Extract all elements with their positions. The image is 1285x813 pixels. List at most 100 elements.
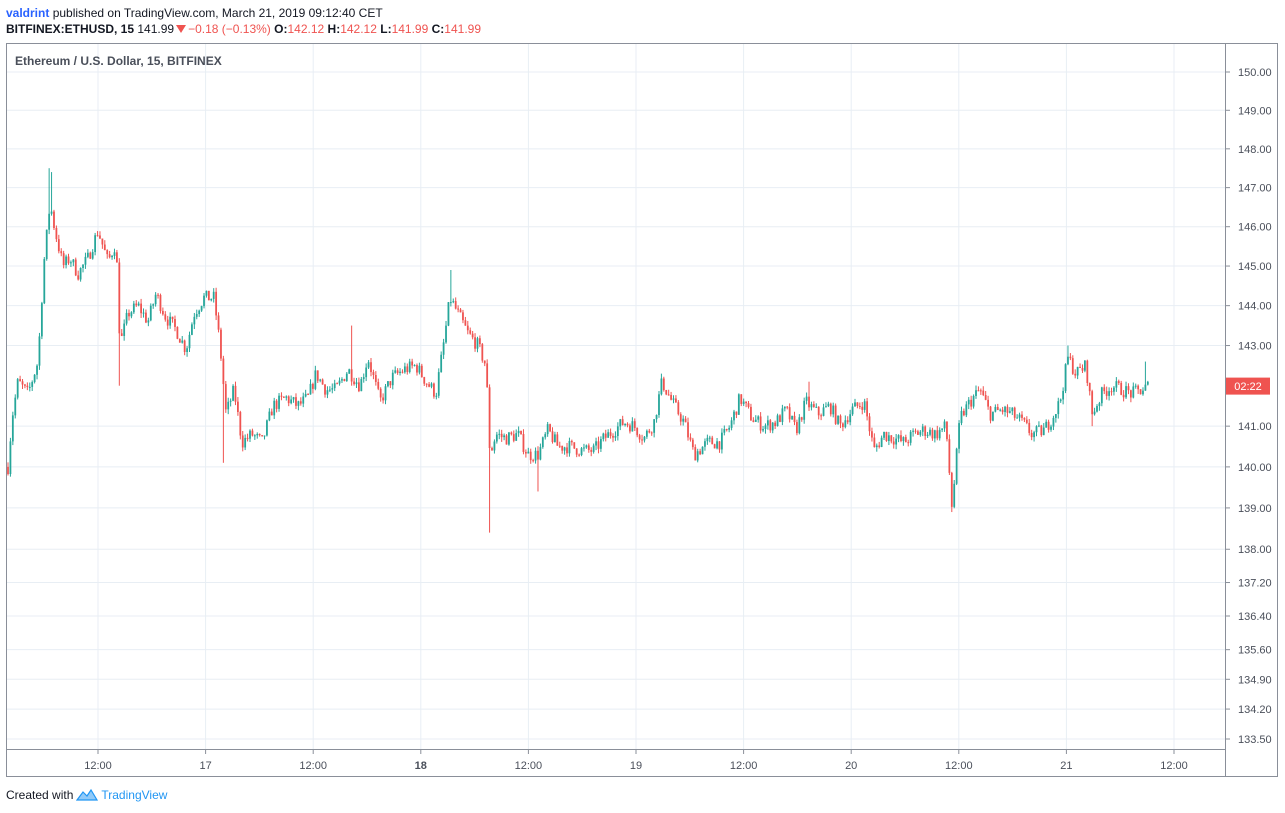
tradingview-link[interactable]: TradingView [101, 788, 168, 802]
price-chart[interactable]: 150.00 149.00 148.00 147.00 146.00 145.00 144.… [0, 0, 1285, 785]
candle-body [612, 435, 614, 438]
candle-body [96, 235, 99, 237]
candle-body [38, 336, 41, 366]
candle-body [275, 400, 278, 409]
candle-body [532, 460, 535, 462]
candle-body [253, 435, 256, 437]
candle-body [629, 425, 631, 432]
candle-body [106, 250, 109, 255]
candle-body [762, 428, 764, 431]
candle-body [1122, 394, 1125, 398]
y-tick-label: 145.00 [1238, 261, 1272, 273]
candle-body [14, 397, 17, 416]
candle-body [336, 383, 339, 385]
candle-body [36, 365, 38, 375]
candle-body [452, 301, 455, 303]
publish-line: valdrint published on TradingView.com, M… [6, 6, 383, 20]
candle-body [1045, 421, 1048, 428]
candle-body [774, 422, 777, 427]
candle-body [512, 434, 515, 441]
candle-body [650, 432, 653, 434]
candle-body [965, 404, 968, 416]
candle-body [793, 415, 796, 423]
candles [7, 168, 1149, 533]
candle-body [1059, 399, 1062, 402]
candle-body [829, 403, 832, 415]
candle-body [549, 424, 551, 432]
candle-body [1091, 391, 1094, 415]
candle-body [464, 320, 467, 326]
price-axis[interactable]: 150.00 149.00 148.00 147.00 146.00 145.00 144.… [1225, 67, 1272, 746]
candle-body [207, 290, 210, 301]
candle-body [1113, 387, 1115, 392]
candle-body [619, 419, 622, 427]
chart-frame [6, 43, 1278, 777]
candle-body [924, 426, 927, 436]
candle-body [176, 326, 179, 339]
candle-body [7, 466, 9, 475]
candle-body [858, 405, 861, 407]
candle-body [825, 406, 827, 408]
candle-body [469, 330, 472, 334]
candle-body [79, 268, 82, 280]
candle-body [178, 338, 181, 343]
candle-body [508, 432, 510, 445]
candle-body [1021, 414, 1023, 418]
candle-body [967, 399, 970, 405]
candle-body [963, 410, 965, 416]
last-price-label: 02:22 [1226, 377, 1270, 395]
tradingview-logo-icon [76, 788, 99, 801]
candle-body [597, 441, 600, 449]
candle-body [445, 325, 447, 343]
author-link[interactable]: valdrint [6, 6, 50, 20]
candle-body [130, 312, 133, 317]
candle-body [234, 385, 237, 402]
candle-body [348, 369, 351, 374]
candle-body [16, 379, 19, 398]
candle-body [914, 430, 917, 432]
candle-body [554, 434, 556, 443]
candle-body [1108, 391, 1110, 396]
candle-body [832, 405, 835, 415]
candle-body [972, 395, 975, 407]
candle-body [551, 431, 554, 443]
candle-body [539, 447, 542, 460]
candle-body [430, 383, 433, 387]
candle-body [897, 435, 900, 439]
candle-body [82, 264, 84, 269]
candle-body [232, 385, 234, 401]
candle-body [769, 420, 772, 431]
candle-body [1146, 381, 1149, 385]
candle-body [1079, 366, 1081, 369]
candle-body [1144, 384, 1147, 391]
candle-body [433, 383, 435, 397]
candle-body [266, 420, 268, 436]
candle-body [125, 312, 128, 324]
candle-body [181, 340, 184, 343]
candle-body [665, 390, 668, 395]
low-value: 141.99 [391, 22, 429, 36]
x-tick-label: 17 [199, 760, 211, 772]
candle-body [256, 433, 259, 436]
candle-body [771, 422, 774, 431]
close-label: C: [431, 22, 445, 36]
y-tick-label: 148.00 [1238, 144, 1272, 156]
last-price-tag [1226, 377, 1270, 395]
y-tick-label: 143.00 [1238, 341, 1272, 353]
candle-body [72, 259, 75, 263]
candle-body [694, 447, 697, 461]
candle-body [626, 423, 629, 426]
open-value: 142.12 [287, 22, 325, 36]
candle-body [328, 389, 331, 391]
candle-body [796, 422, 798, 434]
candle-body [936, 430, 939, 439]
time-axis[interactable]: 12:00 17 12:00 18 12:00 19 12:00 20 12:00 21 12:00 [84, 749, 1188, 772]
candle-body [57, 239, 60, 252]
candle-body [1064, 364, 1067, 391]
candle-body [353, 381, 355, 385]
candle-body [766, 420, 769, 426]
candle-body [750, 406, 752, 421]
candle-body [244, 437, 247, 448]
candle-body [442, 342, 445, 355]
candle-body [1120, 382, 1123, 395]
